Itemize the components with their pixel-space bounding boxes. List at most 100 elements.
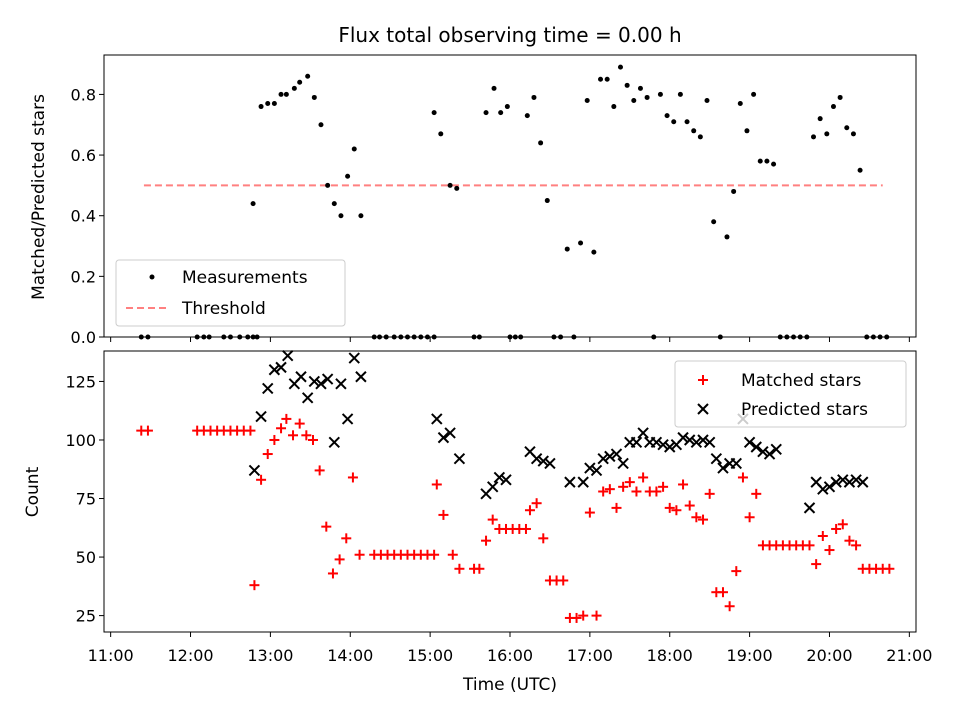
measurements-point: [850, 131, 856, 137]
predicted-stars-point: [750, 441, 762, 453]
x-tick-label: 20:00: [806, 646, 852, 665]
measurements-point: [491, 85, 497, 91]
matched-stars-point: [724, 601, 735, 612]
measurements-point: [305, 73, 311, 79]
matched-stars-point: [884, 563, 895, 574]
top-y-axis-label: Matched/Predicted stars: [29, 94, 49, 300]
matched-stars-point: [301, 430, 312, 441]
measurements-point: [331, 201, 337, 207]
predicted-stars-point: [315, 378, 327, 390]
predicted-stars-point: [530, 453, 543, 465]
predicted-stars-point: [630, 436, 643, 449]
measurements-point: [431, 110, 437, 116]
measurements-point: [297, 79, 303, 85]
matched-stars-point: [429, 549, 440, 560]
matched-stars-point: [691, 512, 702, 523]
predicted-stars-point: [248, 464, 261, 477]
top-axes-frame: [103, 54, 917, 338]
predicted-stars-point: [453, 453, 466, 465]
predicted-stars-point: [544, 457, 556, 470]
predicted-stars-point: [637, 427, 649, 439]
x-tick-label: 11:00: [88, 646, 134, 665]
matched-stars-point: [249, 580, 260, 591]
predicted-stars-point: [348, 352, 360, 364]
measurements-point: [524, 113, 530, 119]
predicted-stars-point: [730, 457, 743, 470]
predicted-stars-point: [717, 462, 729, 474]
matched-stars-point: [262, 449, 273, 460]
matched-stars-point: [531, 498, 542, 509]
matched-stars-point: [347, 472, 358, 483]
matched-stars-point: [698, 514, 709, 525]
measurements-point: [704, 97, 710, 103]
matched-stars-point: [431, 479, 442, 490]
matched-stars-point: [334, 554, 345, 565]
measurements-point: [447, 182, 453, 188]
matched-stars-point: [474, 563, 485, 574]
measurements-point: [624, 82, 630, 88]
measurements-point: [483, 110, 489, 116]
measurements-point: [811, 134, 817, 140]
top-y-tick-label: 0.0: [71, 328, 96, 347]
matched-stars-point: [731, 566, 742, 577]
measurements-point: [617, 64, 623, 70]
bottom-plot-panel: 25 50 75 100 125 11:00 12:00 13:00 14:00 15:00 16:…: [65, 349, 932, 665]
predicted-stars-point: [262, 382, 274, 395]
predicted-stars-point: [328, 436, 340, 449]
x-tick-label: 16:00: [487, 646, 533, 665]
measurements-point: [498, 110, 504, 116]
x-tick-label: 14:00: [327, 646, 373, 665]
matched-stars-point: [658, 481, 669, 492]
predicted-stars-point: [295, 371, 307, 383]
bottom-axes-frame: [103, 350, 917, 633]
predicted-stars-point: [444, 427, 456, 439]
predicted-stars-point: [710, 453, 723, 465]
measurements-point: [671, 119, 677, 125]
predicted-stars-point: [321, 373, 334, 385]
measurements-point: [771, 161, 777, 167]
predicted-stars-point: [757, 445, 769, 458]
measurements-point: [271, 101, 277, 107]
matched-stars-point: [307, 434, 318, 445]
measurements-point: [731, 188, 737, 194]
predicted-stars-point: [486, 481, 499, 493]
matched-stars-point: [142, 425, 153, 436]
x-tick-label: 13:00: [247, 646, 293, 665]
legend-label-measurements: Measurements: [182, 268, 308, 288]
matched-stars-point: [591, 610, 602, 621]
measurements-point: [250, 201, 256, 207]
measurements-point: [637, 85, 643, 91]
matched-stars-point: [624, 477, 635, 488]
measurements-point: [744, 128, 750, 134]
predicted-stars-point: [683, 434, 696, 446]
predicted-stars-point: [843, 476, 856, 488]
matched-stars-point: [256, 474, 267, 485]
predicted-stars-point: [664, 441, 676, 453]
matched-stars-point: [520, 523, 531, 534]
matched-stars-point: [618, 481, 629, 492]
bottom-y-tick-label: 100: [65, 431, 96, 450]
predicted-stars-point: [697, 434, 709, 446]
matched-stars-point: [314, 465, 325, 476]
matched-stars-point: [851, 540, 862, 551]
legend-marker-matched: [698, 375, 708, 385]
top-y-tick-label: 0.4: [71, 207, 96, 226]
top-y-tick-label: 0.8: [71, 85, 96, 104]
measurements-point: [351, 146, 357, 152]
predicted-stars-point: [255, 410, 267, 423]
measurements-point: [584, 97, 590, 103]
bottom-y-tick-label: 50: [76, 548, 96, 567]
matched-stars-point: [651, 486, 662, 497]
matched-stars-point: [524, 505, 535, 516]
measurements-point: [338, 213, 344, 219]
predicted-stars-point: [823, 481, 836, 493]
matched-stars-point: [844, 535, 855, 546]
predicted-stars-point: [308, 375, 321, 388]
matched-stars-point: [294, 418, 305, 429]
matched-stars-point: [804, 540, 815, 551]
top-y-tick-label: 0.2: [71, 267, 96, 286]
top-plot-panel: 0.0 0.2 0.4 0.6 0.8: [71, 54, 917, 347]
measurements-point: [691, 128, 697, 134]
